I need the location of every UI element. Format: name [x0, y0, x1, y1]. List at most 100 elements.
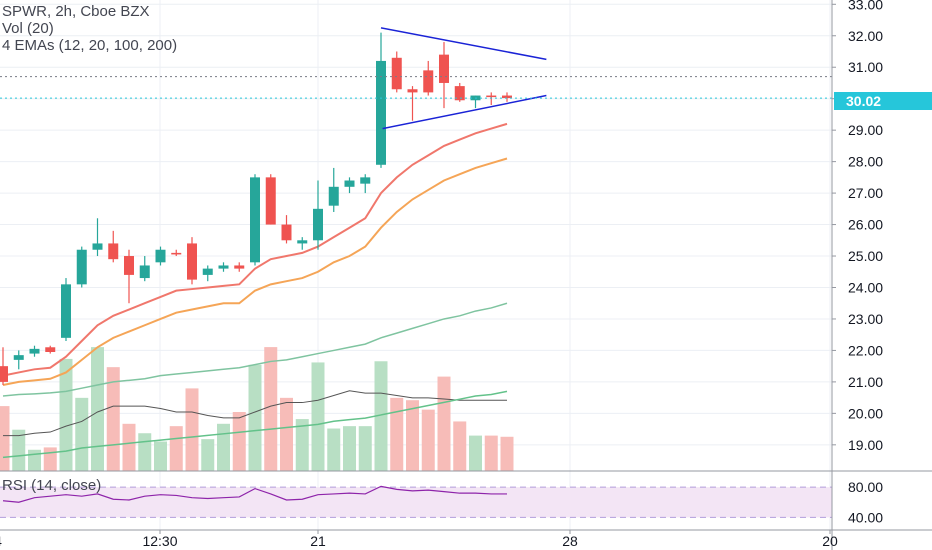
candle-body: [45, 347, 56, 352]
candle: [61, 278, 71, 341]
candle: [218, 262, 229, 272]
last-price-badge: 30.02: [834, 92, 932, 110]
time-tick-label: 12:30: [142, 533, 177, 549]
candle-body: [76, 249, 87, 285]
triangle-pattern-drawing[interactable]: [0, 27, 832, 130]
volume-bar: [28, 449, 41, 471]
triangle-lower-trendline: [382, 94, 547, 130]
candle-body: [439, 54, 449, 83]
volume-bar: [421, 409, 435, 471]
volume-bar: [406, 400, 419, 471]
volume-bar: [295, 419, 309, 471]
candle: [108, 230, 119, 263]
price-tick-label: 33.00: [848, 0, 883, 12]
candle: [281, 215, 292, 244]
candle: [486, 92, 497, 105]
candle-body: [92, 243, 103, 250]
volume-bar: [0, 406, 10, 471]
price-tick-label: 27.00: [848, 185, 883, 201]
candle: [92, 218, 103, 257]
candle: [407, 86, 418, 121]
ema100-line: [2, 302, 508, 397]
price-tick-label: 29.00: [848, 122, 883, 138]
candle-body: [171, 252, 182, 255]
candle: [265, 174, 276, 225]
price-tick-label: 26.00: [848, 217, 883, 233]
candle: [328, 167, 339, 212]
candle: [76, 246, 87, 288]
rsi-tick-label: 40.00: [848, 509, 883, 525]
time-tick-label: 4: [0, 533, 2, 549]
volume-bar: [12, 429, 26, 471]
candle: [187, 237, 197, 285]
candle: [454, 82, 465, 102]
candle: [124, 249, 134, 304]
rsi-legend[interactable]: RSI (14, close): [2, 477, 102, 494]
candle: [13, 350, 24, 370]
rsi-line-path: [2, 485, 507, 503]
volume-bar: [43, 447, 57, 471]
candle: [234, 262, 245, 272]
ema20-line: [2, 157, 508, 387]
candle: [470, 95, 481, 109]
rsi-band: [0, 486, 832, 518]
candle: [313, 180, 323, 250]
time-tick-label: 21: [310, 533, 326, 549]
volume-bar: [217, 423, 230, 471]
candle-body: [234, 265, 245, 269]
symbol-legend[interactable]: SPWR, 2h, Cboe BZX: [2, 3, 150, 20]
price-tick-label: 22.00: [848, 342, 883, 358]
rsi-line: [2, 485, 507, 503]
ema-lines: [2, 122, 508, 459]
candle-body: [0, 366, 8, 382]
volume-bar: [185, 388, 199, 471]
volume-bars: [0, 347, 514, 471]
volume-bar: [453, 421, 467, 471]
candle: [139, 256, 150, 282]
candle: [360, 174, 371, 194]
volume-bar: [469, 435, 482, 471]
candle-body: [486, 95, 497, 98]
volume-bar: [374, 361, 388, 471]
volume-bar: [327, 428, 341, 471]
volume-bar: [500, 436, 514, 471]
candle-body: [61, 284, 71, 338]
price-tick-label: 24.00: [848, 279, 883, 295]
volume-bar: [169, 426, 183, 471]
candle: [155, 246, 166, 266]
volume-bar: [75, 397, 89, 471]
candle-body: [407, 89, 418, 93]
candle-body: [281, 224, 292, 241]
price-tick-label: 23.00: [848, 311, 883, 327]
volume-bar: [154, 441, 167, 471]
volume-bar: [280, 397, 293, 471]
candle: [391, 51, 402, 93]
candle-body: [423, 70, 434, 93]
candle-body: [454, 86, 465, 101]
volume-bar: [232, 412, 246, 471]
volume-bar: [343, 426, 356, 471]
volume-bar: [138, 433, 152, 471]
candle: [297, 237, 308, 250]
candle: [171, 249, 182, 257]
ema12-line: [2, 122, 508, 377]
time-tick-label: 28: [562, 533, 578, 549]
candle-body: [360, 177, 371, 184]
volume-ma-line: [3, 390, 507, 437]
candle-body: [376, 60, 386, 165]
candle-body: [265, 177, 276, 225]
volume-bar: [91, 347, 104, 471]
price-tick-label: 32.00: [848, 28, 883, 44]
ema200-line: [2, 390, 508, 459]
volume-legend[interactable]: Vol (20): [2, 20, 54, 37]
candle-body: [328, 186, 339, 206]
candle: [423, 60, 434, 96]
ema-legend[interactable]: 4 EMAs (12, 20, 100, 200): [2, 37, 178, 54]
volume-bar: [437, 376, 451, 471]
candle-body: [155, 249, 166, 263]
volume-bar: [264, 347, 278, 471]
candle-body: [297, 240, 308, 244]
candle-body: [139, 265, 150, 279]
candle: [0, 347, 8, 386]
